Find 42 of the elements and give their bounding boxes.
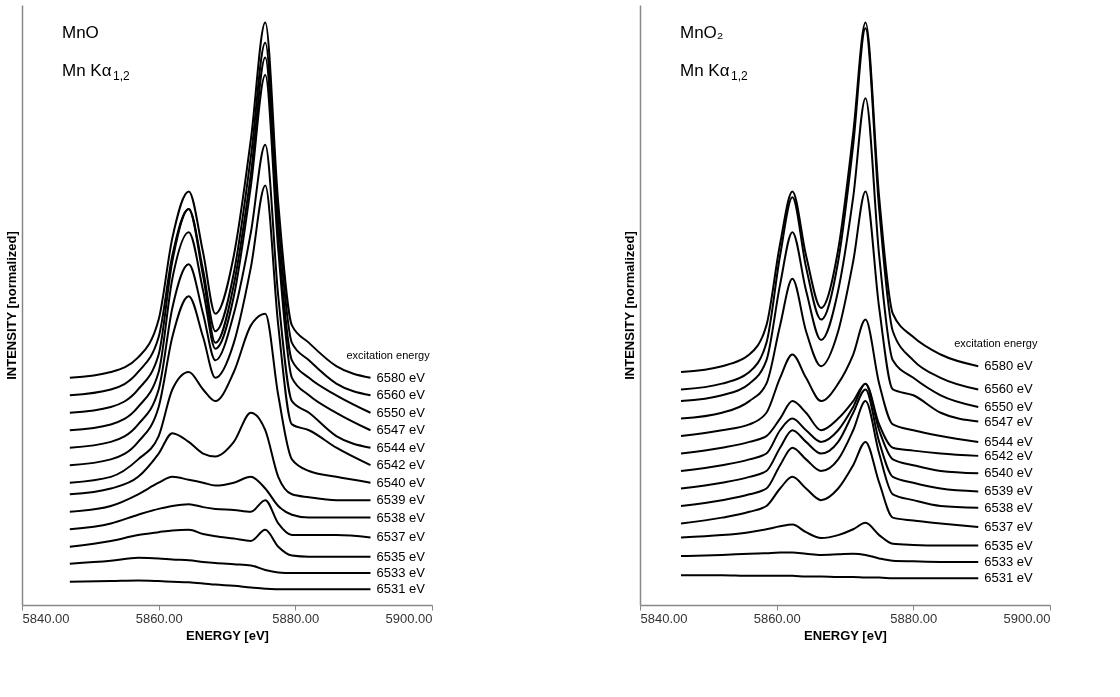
series-label: 6540 eV [376, 474, 426, 490]
series-label: 6531 eV [376, 581, 426, 597]
series-label: 6544 eV [984, 433, 1034, 449]
series-label: 6560 eV [376, 387, 426, 403]
series-label: 6547 eV [984, 413, 1034, 429]
series-label: 6542 eV [376, 457, 426, 473]
series-label: 6537 eV [984, 518, 1034, 534]
series-label: 6535 eV [376, 548, 426, 564]
annotation: MnO₂ [680, 23, 724, 42]
series-label: 6540 eV [984, 465, 1034, 481]
x-axis-title: ENERGY [eV] [804, 627, 887, 643]
series-label: 6537 eV [376, 529, 426, 545]
series-label: 6539 eV [376, 492, 426, 508]
series-label: 6539 eV [984, 483, 1034, 499]
series-label: 6535 eV [984, 537, 1034, 553]
x-tick-label: 5900.00 [385, 610, 433, 626]
x-tick-label: 5860.00 [753, 610, 801, 626]
series-label: 6580 eV [376, 369, 426, 385]
series-label: 6547 eV [376, 422, 426, 438]
series-label: 6544 eV [376, 439, 426, 455]
y-axis-title: INTENSITY [normalized] [3, 231, 19, 380]
series-label: 6538 eV [376, 509, 426, 525]
x-tick-label: 5900.00 [1003, 610, 1051, 626]
legend-title: excitation energy [346, 348, 431, 361]
x-axis-title: ENERGY [eV] [186, 627, 269, 643]
x-tick-label: 5880.00 [890, 610, 938, 626]
x-tick-label: 5840.00 [640, 610, 688, 626]
legend-title: excitation energy [954, 337, 1038, 350]
series-label: 6533 eV [984, 553, 1034, 569]
series-label: 6533 eV [376, 564, 426, 580]
y-axis-title: INTENSITY [normalized] [621, 231, 637, 380]
series-label: 6550 eV [376, 404, 426, 420]
series-label: 6531 eV [984, 570, 1034, 586]
x-tick-label: 5860.00 [135, 610, 183, 626]
x-tick-label: 5840.00 [22, 610, 70, 626]
series-label: 6550 eV [984, 398, 1034, 414]
series-label: 6542 eV [984, 447, 1034, 463]
series-label: 6560 eV [984, 381, 1034, 397]
x-tick-label: 5880.00 [272, 610, 320, 626]
annotation: MnO [62, 23, 99, 42]
series-label: 6538 eV [984, 499, 1034, 515]
series-label: 6580 eV [984, 358, 1034, 374]
